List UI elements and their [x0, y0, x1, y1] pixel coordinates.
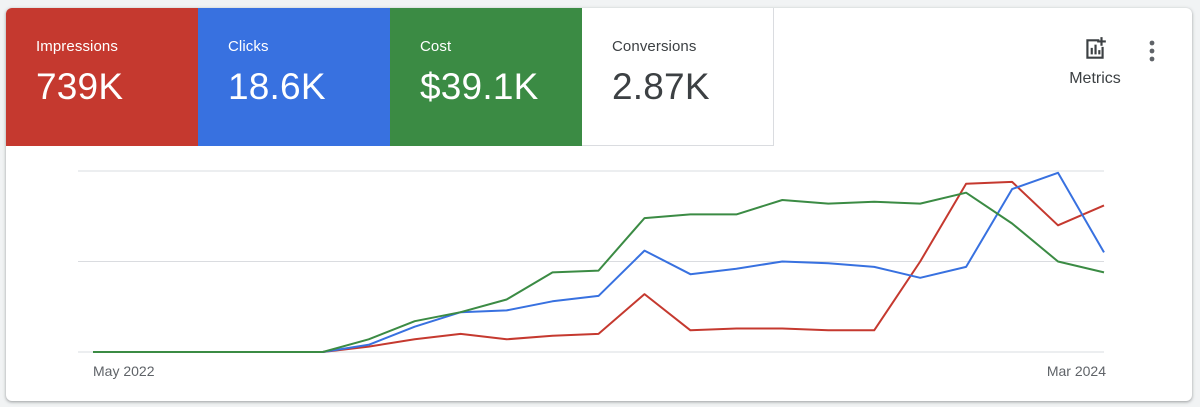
metrics-button[interactable]: Metrics: [1060, 36, 1130, 96]
series-line-1: [93, 171, 1105, 353]
series-line-2: [93, 191, 1105, 353]
x-tick-label-start: May 2022: [93, 363, 155, 379]
metric-value: 18.6K: [228, 66, 326, 107]
x-tick-label-end: Mar 2024: [1047, 363, 1106, 379]
metric-value: $39.1K: [420, 66, 539, 107]
metric-tile-conversions[interactable]: Conversions 2.87K: [582, 8, 774, 146]
metrics-label: Metrics: [1069, 70, 1121, 87]
metric-label: Cost: [420, 38, 452, 55]
add-chart-icon: [1086, 37, 1106, 59]
metric-value: 739K: [36, 66, 124, 107]
metric-value: 2.87K: [612, 66, 710, 107]
performance-card: Impressions 739K Clicks 18.6K Cost $39.1…: [6, 8, 1192, 401]
metric-label: Clicks: [228, 38, 269, 55]
more-vert-icon[interactable]: [1140, 38, 1164, 64]
metric-label: Conversions: [612, 38, 697, 55]
series-line-0: [93, 180, 1105, 353]
metric-label: Impressions: [36, 38, 118, 55]
metric-tile-clicks[interactable]: Clicks 18.6K: [198, 8, 390, 146]
metric-tiles: Impressions 739K Clicks 18.6K Cost $39.1…: [6, 8, 774, 146]
metric-tile-cost[interactable]: Cost $39.1K: [390, 8, 582, 146]
metric-tile-impressions[interactable]: Impressions 739K: [6, 8, 198, 146]
